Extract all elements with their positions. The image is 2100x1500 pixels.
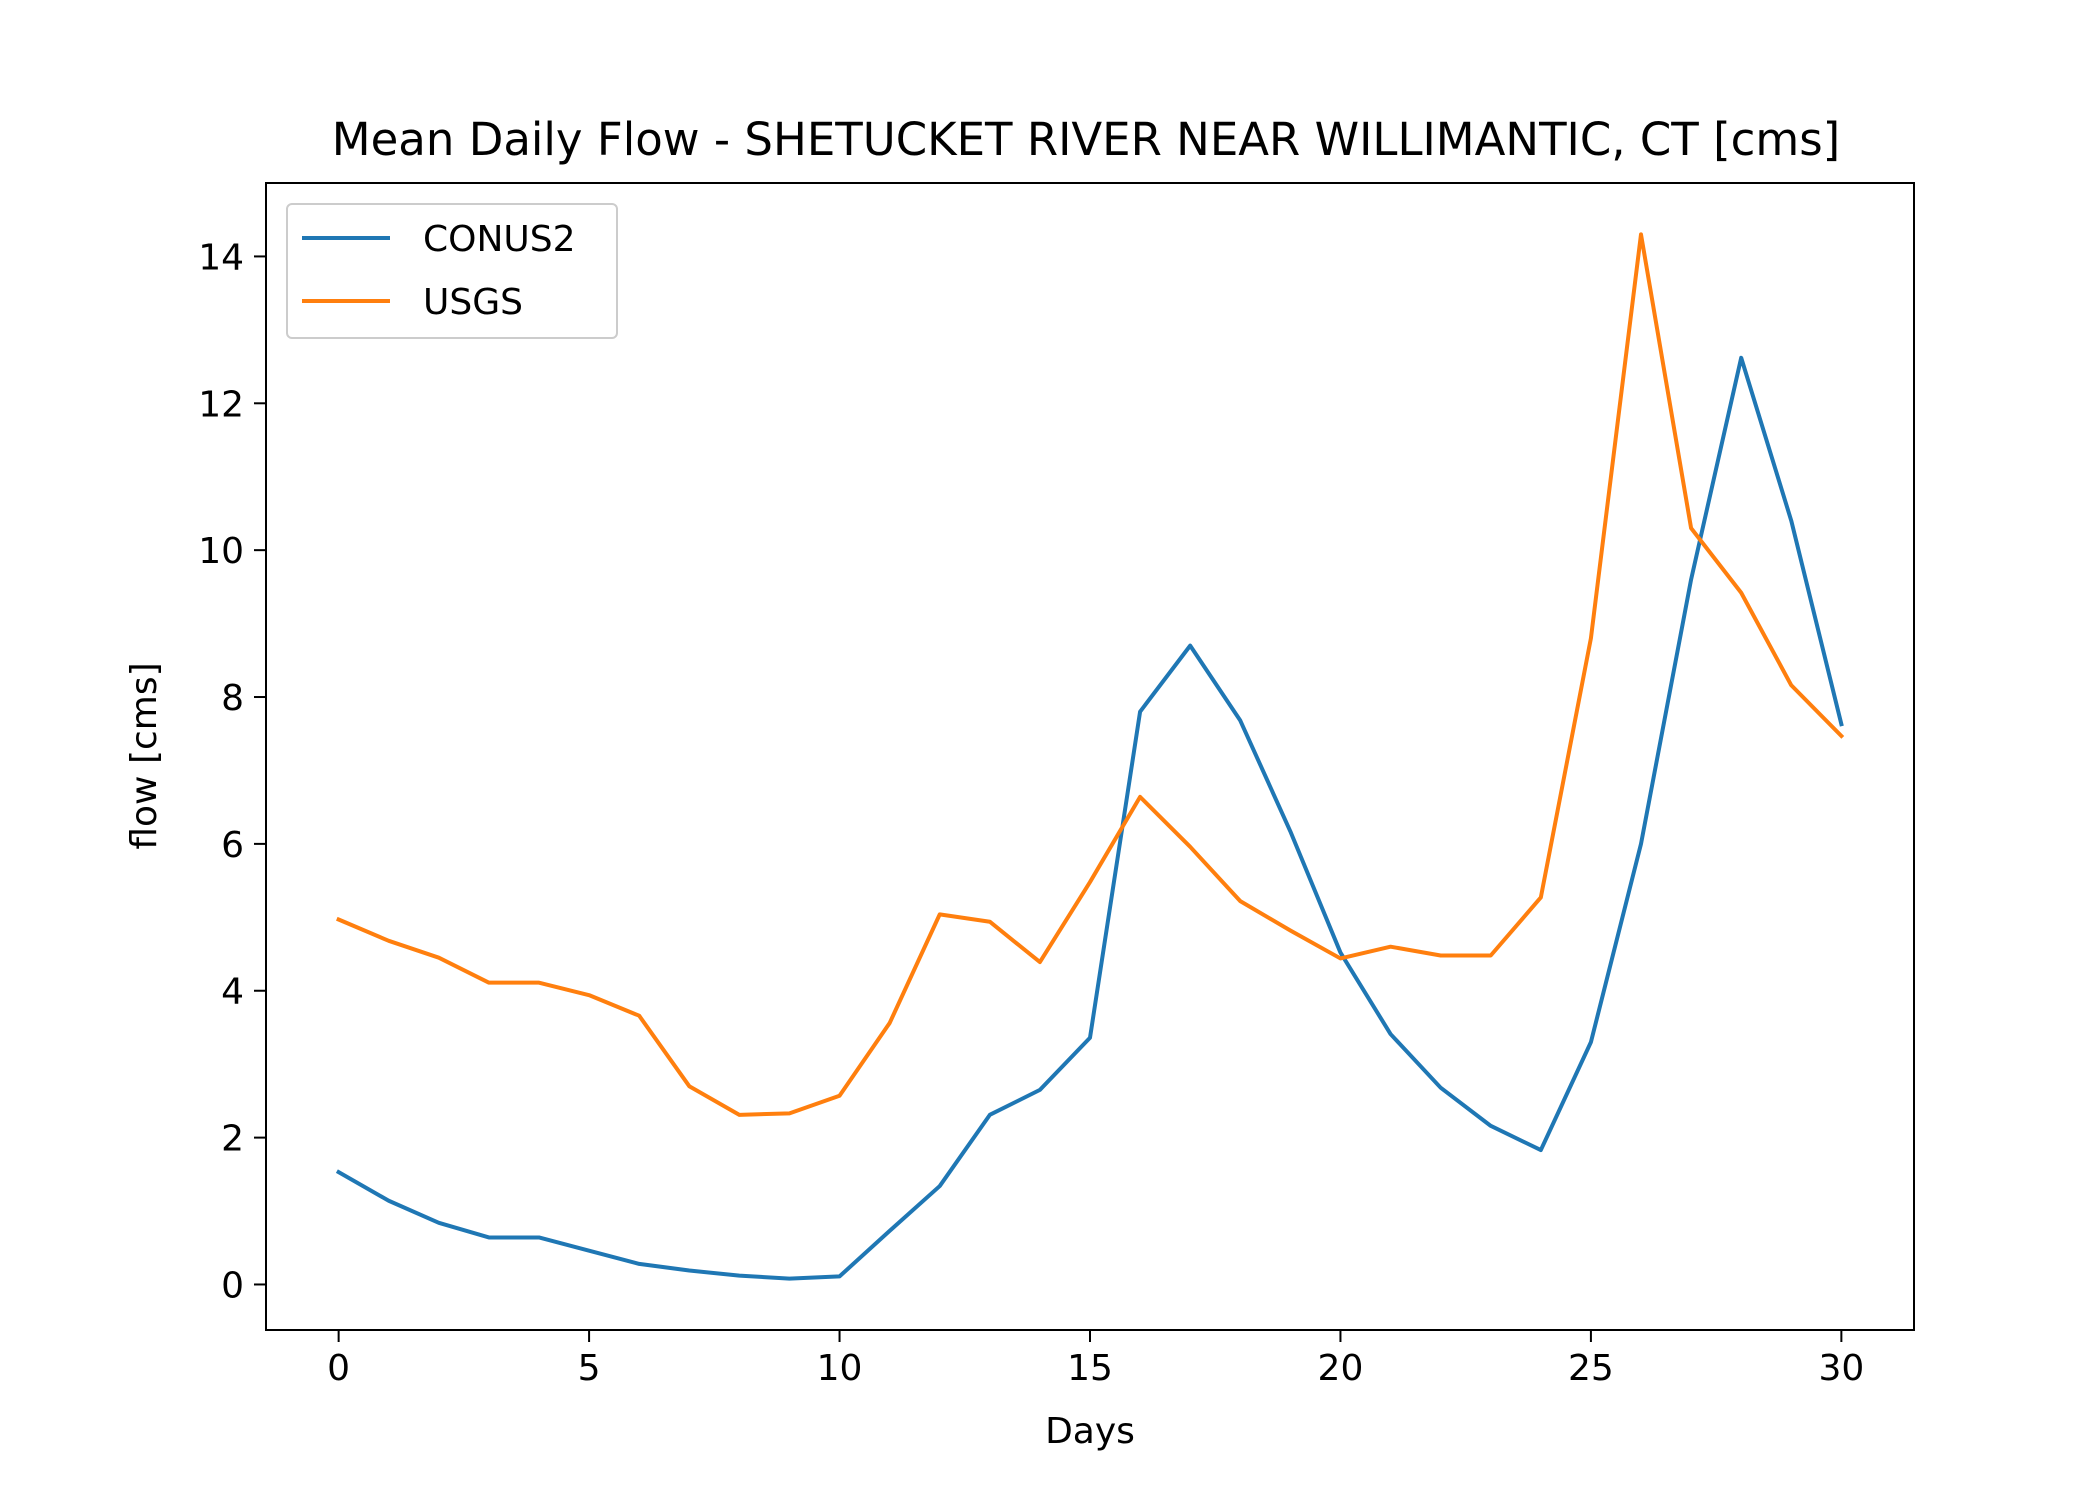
ticks-layer: 0 5 10 15 20 25 30 0 2 4 6 8 10 12 14 xyxy=(198,237,1864,1389)
x-tick-label: 10 xyxy=(817,1348,863,1389)
y-axis-label: flow [cms] xyxy=(124,662,165,849)
y-tick-label: 0 xyxy=(221,1265,244,1306)
x-tick-label: 15 xyxy=(1067,1348,1113,1389)
y-tick-label: 12 xyxy=(198,384,244,425)
x-tick-label: 5 xyxy=(578,1348,601,1389)
y-tick-label: 10 xyxy=(198,531,244,572)
legend-label-usgs: USGS xyxy=(423,282,523,323)
legend: CONUS2 USGS xyxy=(286,203,618,339)
series-line-conus2 xyxy=(335,355,1844,1281)
y-tick-label: 8 xyxy=(221,678,244,719)
y-tick-label: 4 xyxy=(221,972,244,1013)
x-axis-label: Days xyxy=(1045,1411,1135,1452)
x-tick-label: 30 xyxy=(1818,1348,1864,1389)
x-tick-label: 20 xyxy=(1318,1348,1364,1389)
x-tick-label: 25 xyxy=(1568,1348,1614,1389)
series-line-usgs xyxy=(336,232,1845,1117)
legend-label-conus2: CONUS2 xyxy=(423,219,576,260)
chart-title: Mean Daily Flow - SHETUCKET RIVER NEAR W… xyxy=(332,113,1840,166)
y-tick-label: 14 xyxy=(198,237,244,278)
series-layer xyxy=(335,232,1845,1281)
x-tick-label: 0 xyxy=(327,1348,350,1389)
y-tick-label: 6 xyxy=(221,825,244,866)
y-tick-label: 2 xyxy=(221,1119,244,1160)
